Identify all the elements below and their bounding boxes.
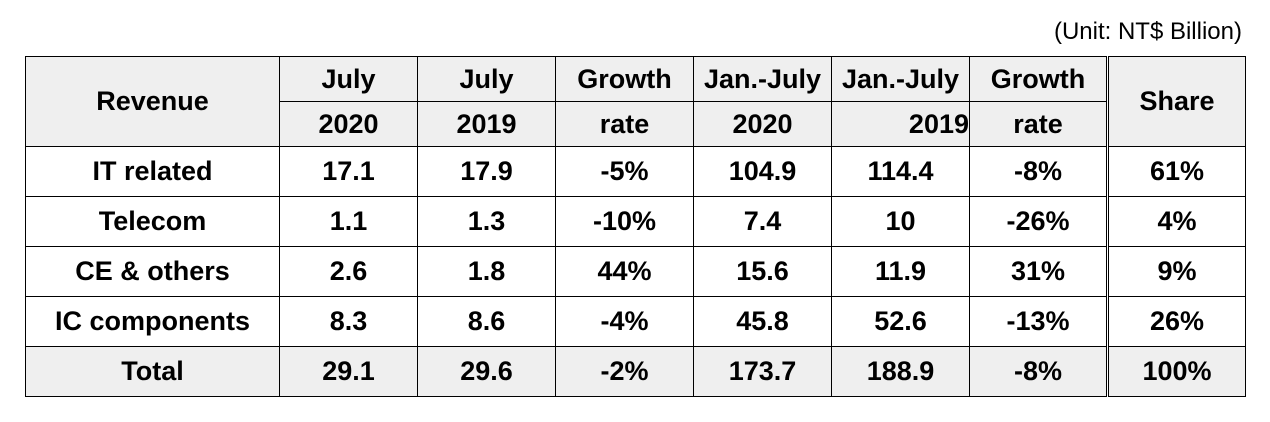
- table-row: IT related 17.1 17.9 -5% 104.9 114.4 -8%…: [25, 146, 1246, 197]
- cell-janjuly-2019: 10: [831, 196, 970, 247]
- header-janjuly-2019-year: 2019: [831, 101, 970, 147]
- revenue-table: Revenue July July Growth Jan.-July Jan.-…: [25, 56, 1246, 397]
- table-row: Telecom 1.1 1.3 -10% 7.4 10 -26% 4%: [25, 196, 1246, 247]
- cell-july-2019: 1.3: [417, 196, 556, 247]
- cell-growth: -5%: [555, 146, 694, 197]
- total-share: 100%: [1106, 346, 1246, 397]
- cell-growth2: -8%: [969, 146, 1108, 197]
- cell-growth: -4%: [555, 296, 694, 347]
- total-janjuly-2020: 173.7: [693, 346, 832, 397]
- header-july-2019-top: July: [417, 56, 556, 102]
- cell-july-2019: 1.8: [417, 246, 556, 297]
- row-label: IC components: [25, 296, 280, 347]
- header-janjuly-2019-top: Jan.-July: [831, 56, 970, 102]
- total-row: Total 29.1 29.6 -2% 173.7 188.9 -8% 100%: [25, 346, 1246, 397]
- total-janjuly-2019: 188.9: [831, 346, 970, 397]
- header-share: Share: [1106, 56, 1246, 147]
- header-growth-top: Growth: [555, 56, 694, 102]
- cell-growth: 44%: [555, 246, 694, 297]
- header-july-2020-top: July: [279, 56, 418, 102]
- total-july-2020: 29.1: [279, 346, 418, 397]
- cell-growth: -10%: [555, 196, 694, 247]
- cell-july-2020: 2.6: [279, 246, 418, 297]
- header-row-bottom: 2020 2019 rate 2020 2019 rate: [26, 101, 1246, 147]
- header-growth-bottom: rate: [555, 101, 694, 147]
- cell-janjuly-2020: 45.8: [693, 296, 832, 347]
- row-label: Telecom: [25, 196, 280, 247]
- row-label: CE & others: [25, 246, 280, 297]
- header-janjuly-2020-year: 2020: [693, 101, 832, 147]
- cell-july-2020: 1.1: [279, 196, 418, 247]
- header-janjuly-2020-top: Jan.-July: [693, 56, 832, 102]
- total-growth: -2%: [555, 346, 694, 397]
- cell-share: 4%: [1106, 196, 1246, 247]
- total-growth2: -8%: [969, 346, 1108, 397]
- cell-growth2: -26%: [969, 196, 1108, 247]
- total-july-2019: 29.6: [417, 346, 556, 397]
- cell-janjuly-2019: 11.9: [831, 246, 970, 297]
- cell-share: 26%: [1106, 296, 1246, 347]
- cell-growth2: -13%: [969, 296, 1108, 347]
- cell-share: 61%: [1106, 146, 1246, 197]
- cell-july-2020: 8.3: [279, 296, 418, 347]
- header-july-2020-year: 2020: [279, 101, 418, 147]
- header-july-2019-year: 2019: [417, 101, 556, 147]
- cell-share: 9%: [1106, 246, 1246, 297]
- cell-janjuly-2020: 15.6: [693, 246, 832, 297]
- cell-janjuly-2019: 52.6: [831, 296, 970, 347]
- cell-july-2019: 8.6: [417, 296, 556, 347]
- header-revenue: Revenue: [25, 56, 280, 147]
- header-row-top: Revenue July July Growth Jan.-July Jan.-…: [25, 56, 1246, 147]
- unit-note: (Unit: NT$ Billion): [1053, 18, 1242, 45]
- table-row: CE & others 2.6 1.8 44% 15.6 11.9 31% 9%: [25, 246, 1246, 297]
- total-label: Total: [25, 346, 280, 397]
- cell-july-2019: 17.9: [417, 146, 556, 197]
- cell-janjuly-2020: 104.9: [693, 146, 832, 197]
- cell-july-2020: 17.1: [279, 146, 418, 197]
- header-growth2-bottom: rate: [969, 101, 1108, 147]
- header-growth2-top: Growth: [969, 56, 1108, 102]
- table-row: IC components 8.3 8.6 -4% 45.8 52.6 -13%…: [25, 296, 1246, 347]
- cell-janjuly-2019: 114.4: [831, 146, 970, 197]
- cell-janjuly-2020: 7.4: [693, 196, 832, 247]
- cell-growth2: 31%: [969, 246, 1108, 297]
- row-label: IT related: [25, 146, 280, 197]
